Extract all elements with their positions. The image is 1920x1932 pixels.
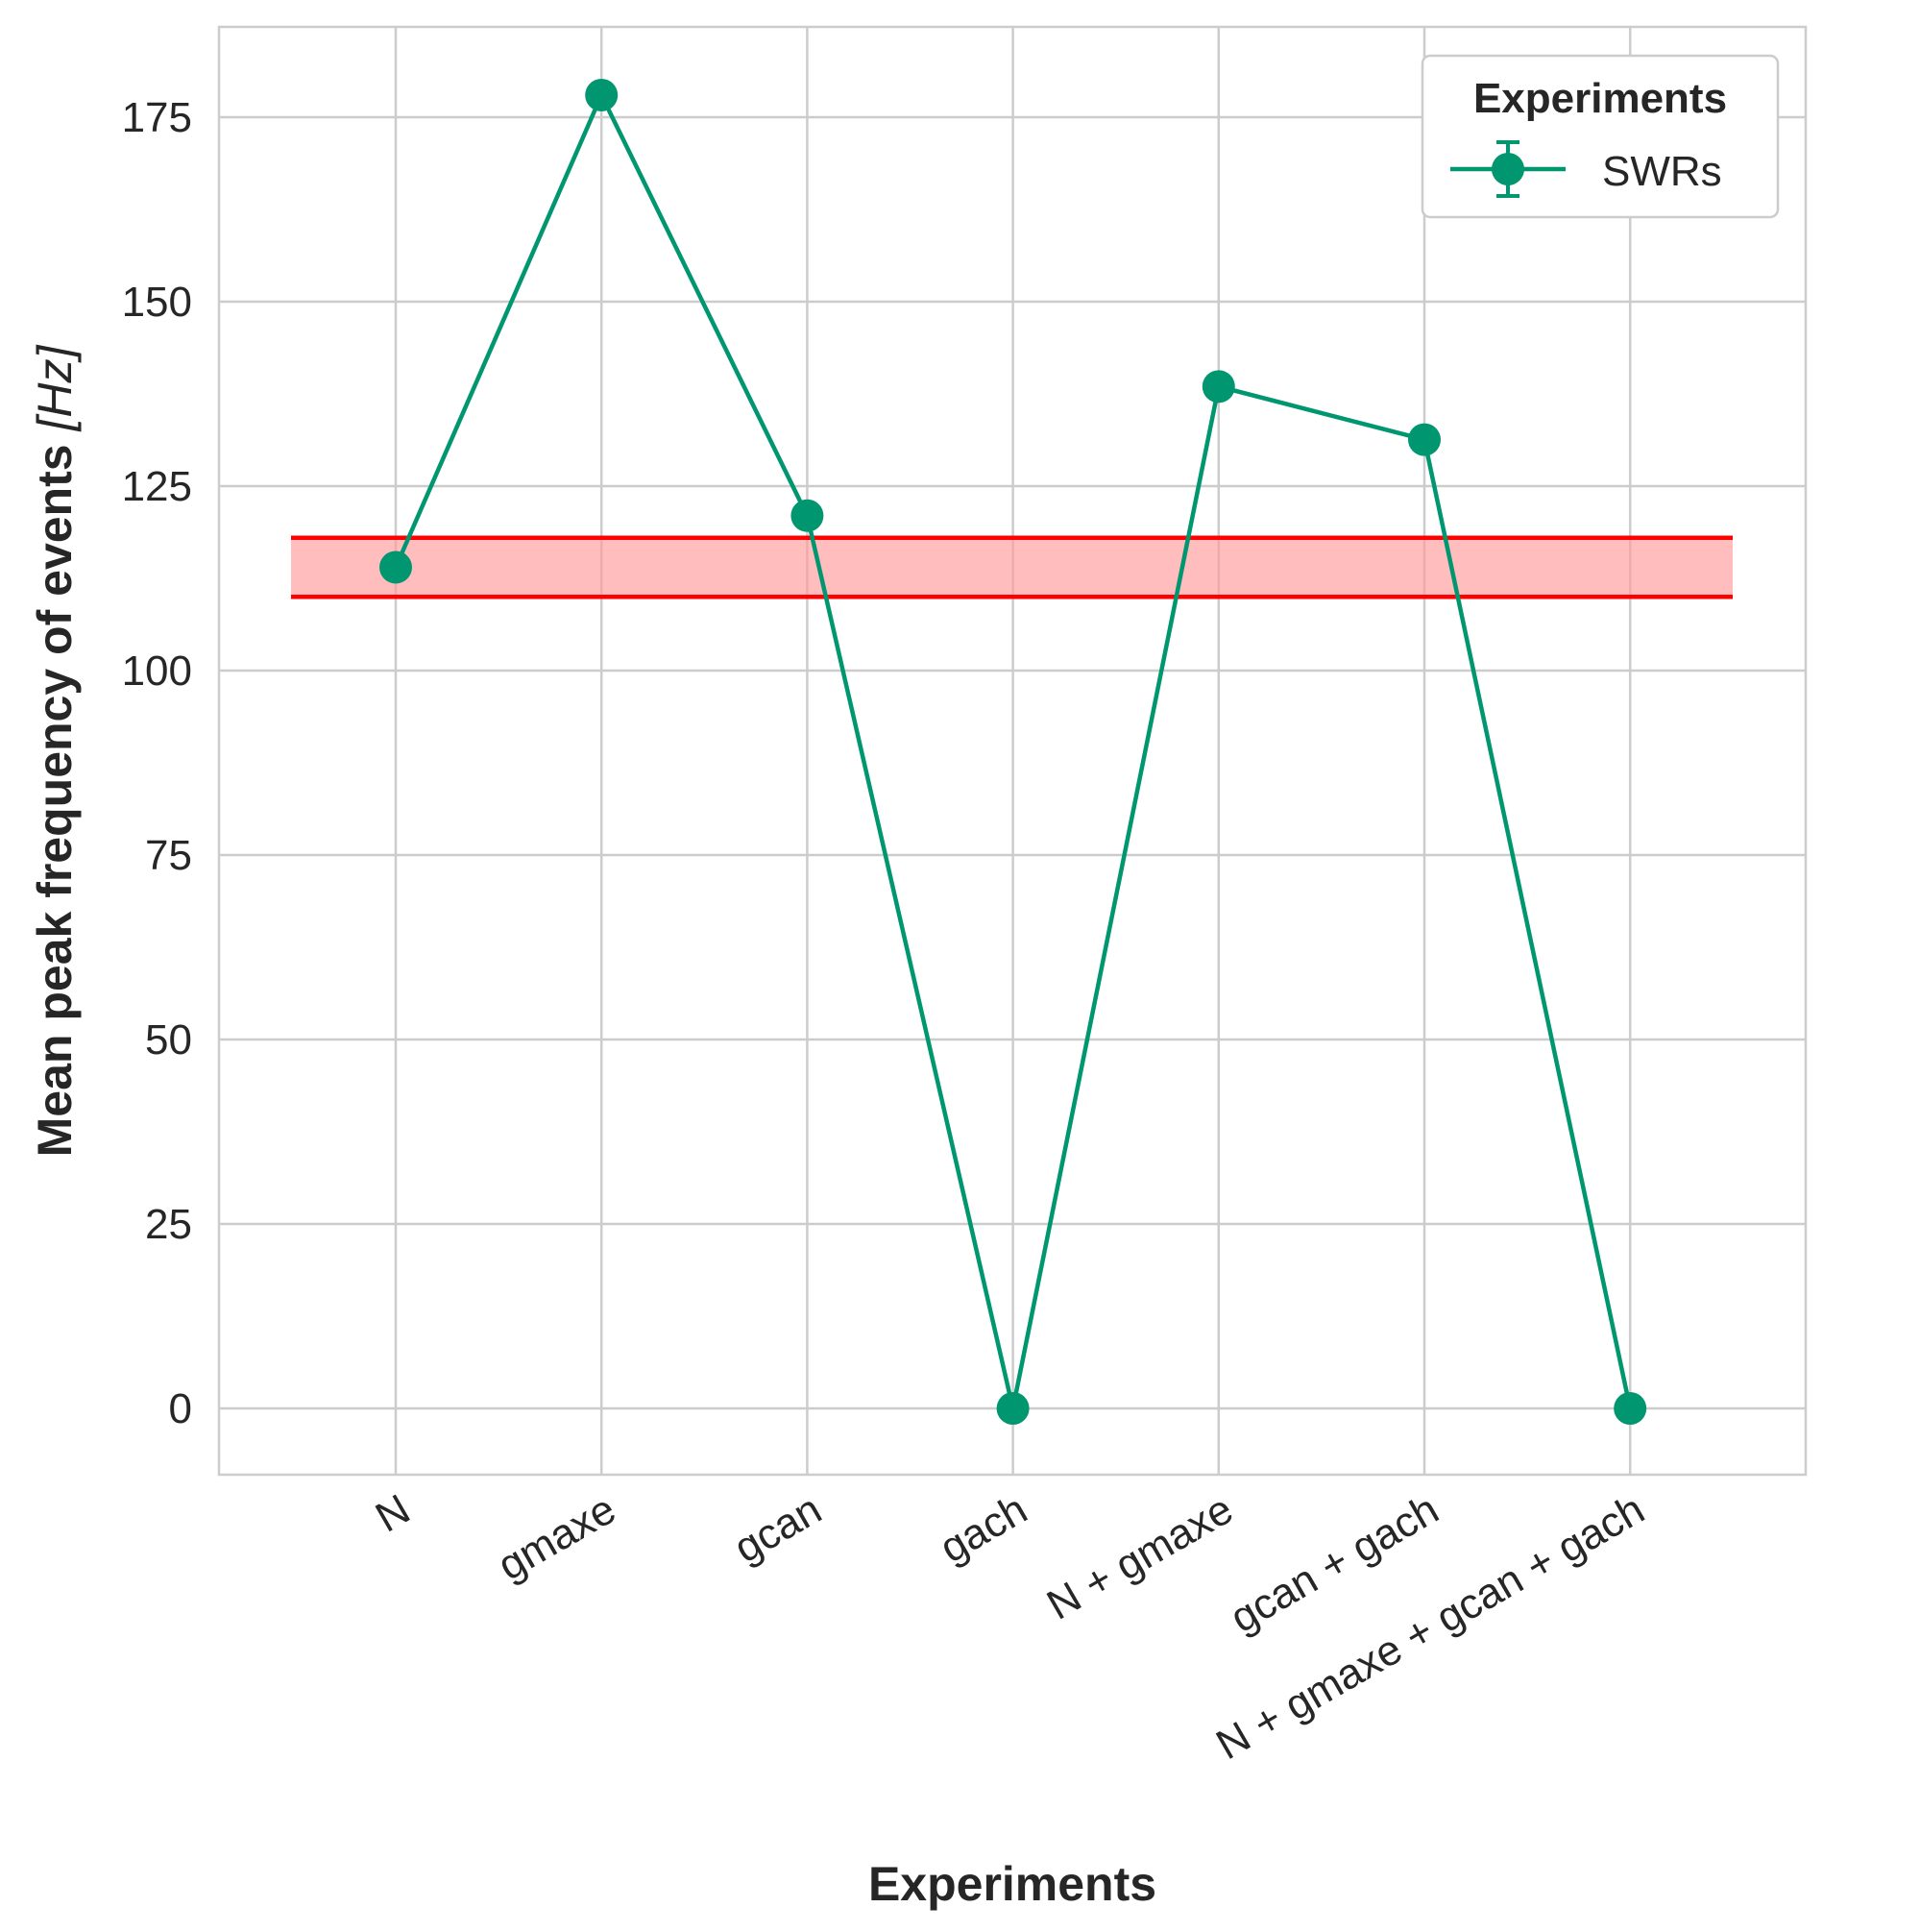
y-tick-label-100: 100	[122, 648, 192, 695]
data-point-5	[1408, 423, 1441, 456]
y-tick-label-25: 25	[145, 1201, 192, 1248]
x-tick-label-4: N + gmaxe	[1039, 1485, 1241, 1628]
x-tick-label-1: gmaxe	[490, 1485, 623, 1589]
y-tick-label-150: 150	[122, 279, 192, 326]
reference-band-fill	[291, 537, 1733, 598]
legend-marker-dot	[1492, 153, 1524, 185]
legend-marker-swrs	[1450, 140, 1566, 198]
plot-frame	[217, 25, 1808, 1477]
y-tick-label-50: 50	[145, 1016, 192, 1064]
y-tick-label-175: 175	[122, 94, 192, 141]
legend-label-swrs: SWRs	[1602, 148, 1722, 195]
data-point-6	[1614, 1392, 1647, 1425]
x-tick-label-2: gcan	[726, 1485, 829, 1572]
legend: Experiments SWRs	[1421, 54, 1780, 219]
data-point-0	[379, 550, 412, 584]
legend-title: Experiments	[1473, 75, 1727, 122]
data-point-4	[1202, 370, 1235, 404]
y-axis-title-main: Mean peak frequency of events	[28, 431, 82, 1158]
x-tick-label-3: gach	[932, 1485, 1034, 1572]
y-tick-labels: 0 25 50 75 100 125 150 175	[122, 94, 192, 1432]
x-axis-title: Experiments	[868, 1857, 1156, 1911]
x-gridlines	[394, 27, 1632, 1475]
series-layer	[379, 78, 1647, 1425]
y-axis-title-unit: [Hz]	[28, 345, 82, 432]
data-point-1	[585, 78, 619, 111]
reference-band	[291, 535, 1733, 599]
y-tick-label-125: 125	[122, 463, 192, 510]
y-axis-title: Mean peak frequency of events [Hz]	[28, 345, 82, 1158]
y-tick-label-0: 0	[169, 1385, 192, 1432]
data-point-3	[996, 1392, 1030, 1425]
x-tick-label-0: N	[368, 1485, 418, 1541]
y-tick-label-75: 75	[145, 832, 192, 879]
data-point-2	[790, 499, 824, 532]
